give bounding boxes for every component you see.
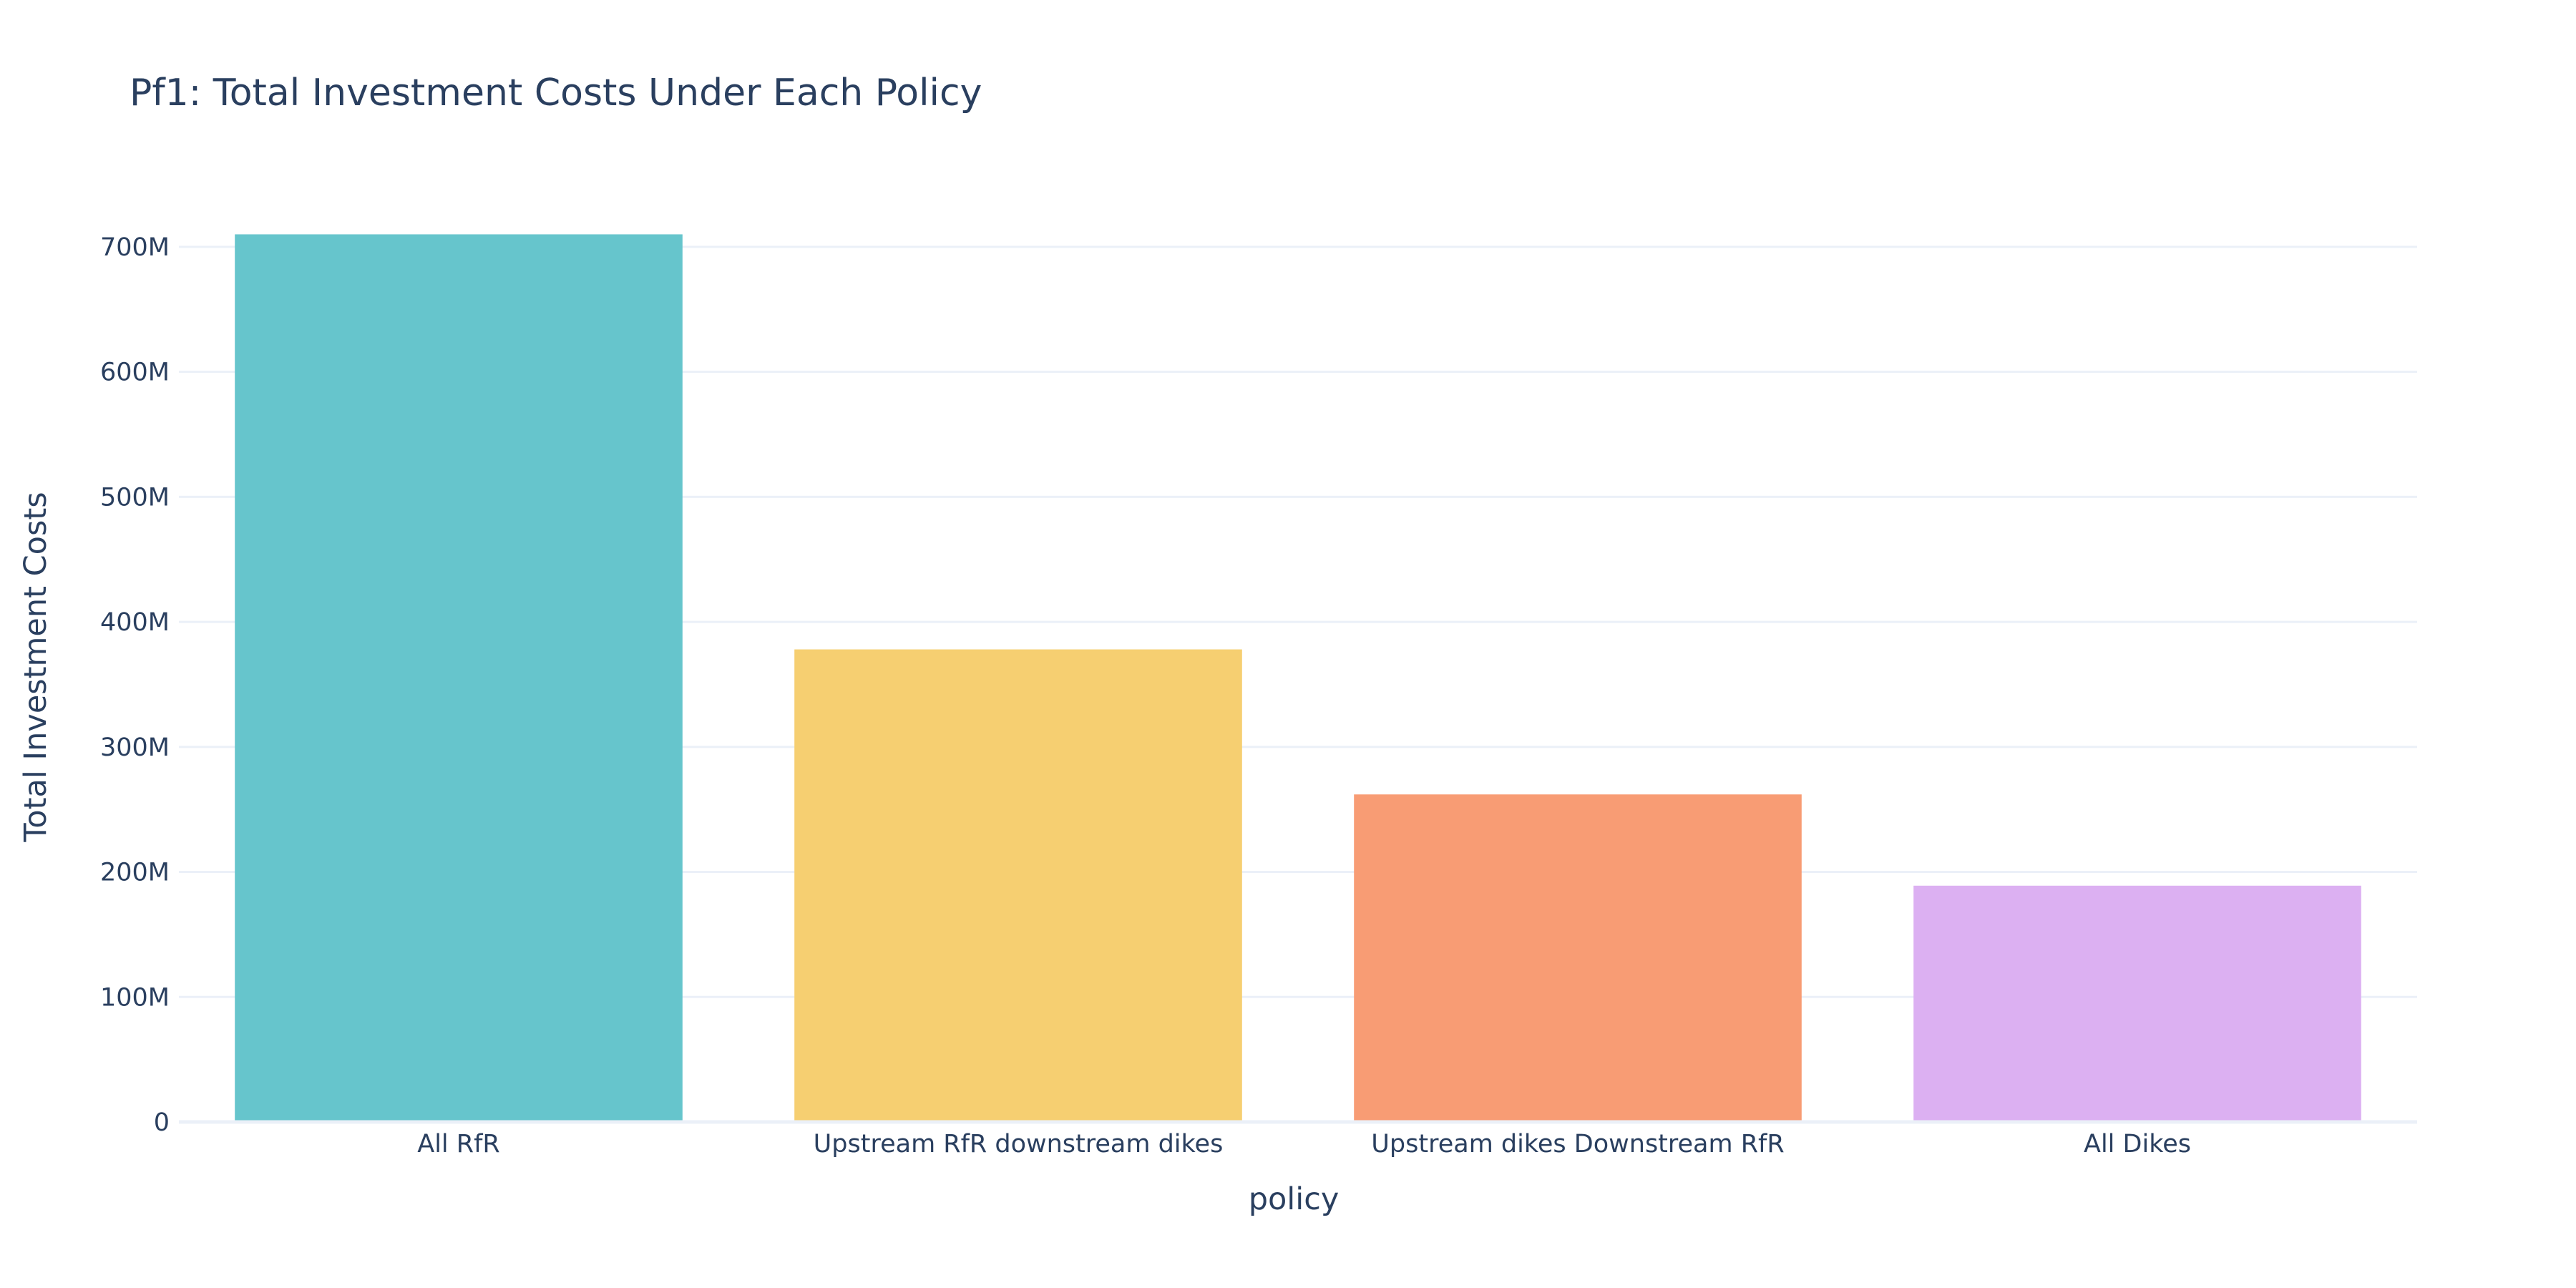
y-axis-ticks: 0 100M 200M 300M 400M 500M 600M 700M: [100, 233, 170, 1137]
chart-title: Pf1: Total Investment Costs Under Each P…: [130, 72, 982, 114]
x-tick-label: Upstream RfR downstream dikes: [814, 1130, 1224, 1158]
y-tick-label: 0: [154, 1108, 170, 1137]
x-tick-label: Upstream dikes Downstream RfR: [1371, 1130, 1784, 1158]
x-axis-ticks: All RfR Upstream RfR downstream dikes Upst…: [417, 1130, 2191, 1158]
y-tick-label: 600M: [100, 358, 170, 387]
bar[interactable]: [1913, 885, 2361, 1122]
x-tick-label: All RfR: [417, 1130, 499, 1158]
x-axis-title: policy: [1249, 1181, 1340, 1217]
y-tick-label: 300M: [100, 733, 170, 762]
bar[interactable]: [235, 234, 683, 1123]
y-tick-label: 500M: [100, 483, 170, 512]
y-tick-label: 700M: [100, 233, 170, 262]
x-tick-label: All Dikes: [2084, 1130, 2191, 1158]
y-tick-label: 200M: [100, 859, 170, 887]
y-tick-label: 100M: [100, 983, 170, 1012]
bar[interactable]: [1354, 794, 1802, 1122]
y-tick-label: 400M: [100, 608, 170, 637]
bars: [235, 234, 2361, 1123]
bar[interactable]: [794, 649, 1242, 1122]
y-axis-title: Total Investment Costs: [18, 492, 54, 842]
